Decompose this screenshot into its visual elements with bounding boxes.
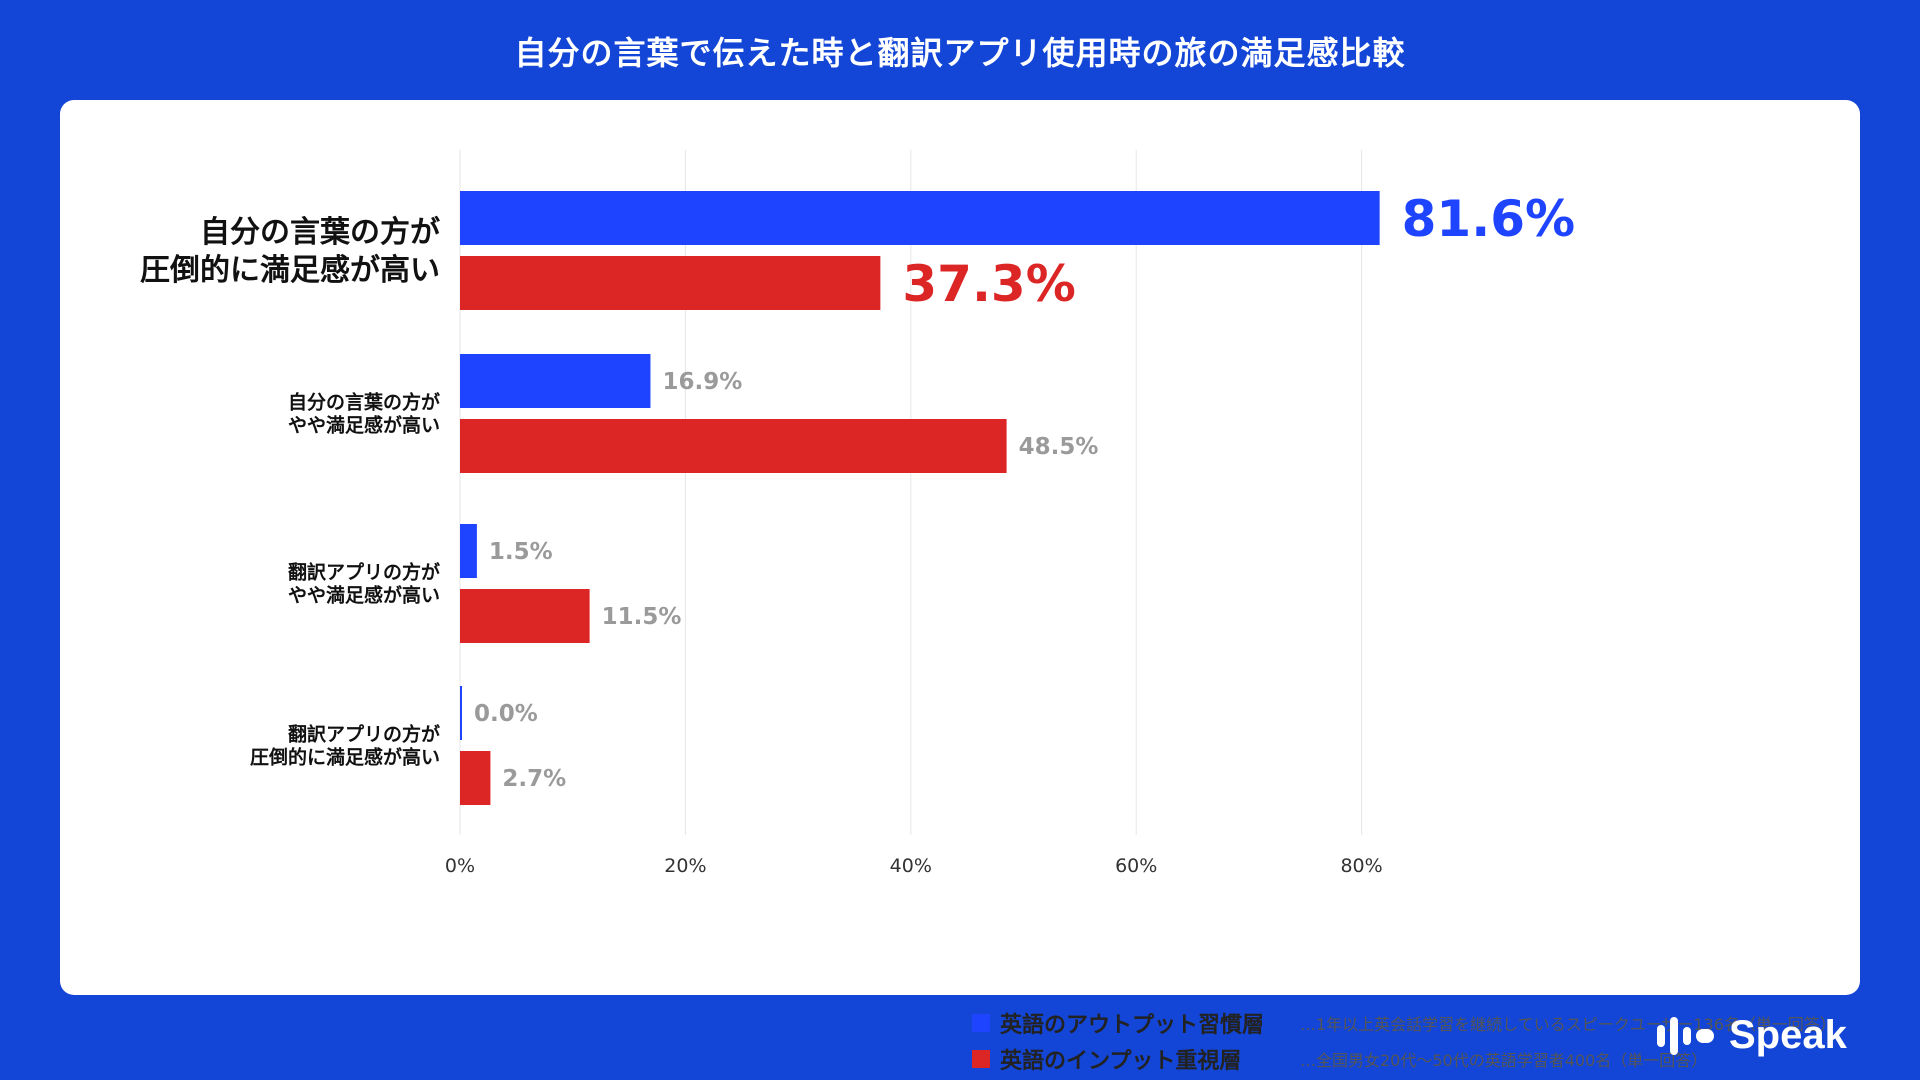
speak-logo: Speak bbox=[1655, 1010, 1847, 1060]
legend-note-input: …全国男女20代〜50代の英語学習者400名（単一回答） bbox=[1300, 1051, 1708, 1070]
bar bbox=[460, 589, 590, 643]
x-tick-label: 80% bbox=[1340, 855, 1382, 877]
category-label: 自分の言葉の方が圧倒的に満足感が高い bbox=[140, 215, 440, 288]
chart-card: 0% 20% 40% 60% 80% 81.6% 37.3% 自分の言葉の方が圧倒的に満足感が… bbox=[60, 100, 1860, 1074]
chart-title: 自分の言葉で伝えた時と翻訳アプリ使用時の旅の満足感比較 bbox=[514, 34, 1406, 72]
bar bbox=[460, 256, 881, 310]
data-label: 81.6% bbox=[1402, 190, 1575, 248]
data-label: 1.5% bbox=[489, 539, 553, 565]
legend-swatch-output bbox=[972, 1014, 990, 1032]
data-label: 2.7% bbox=[502, 766, 566, 792]
data-label: 11.5% bbox=[602, 604, 682, 630]
category-label-line: 翻訳アプリの方が bbox=[288, 561, 440, 584]
x-tick-label: 20% bbox=[664, 855, 706, 877]
x-tick-label: 40% bbox=[890, 855, 932, 877]
category-label: 翻訳アプリの方が圧倒的に満足感が高い bbox=[250, 723, 440, 769]
data-label: 48.5% bbox=[1019, 434, 1099, 460]
category-label: 翻訳アプリの方がやや満足感が高い bbox=[288, 561, 440, 607]
category-label-line: 圧倒的に満足感が高い bbox=[250, 746, 440, 769]
legend-swatch-input bbox=[972, 1050, 990, 1068]
category-label-line: 自分の言葉の方が bbox=[288, 391, 440, 414]
bar bbox=[460, 686, 462, 740]
x-tick-label: 0% bbox=[445, 855, 475, 877]
bar bbox=[460, 191, 1380, 245]
x-tick-label: 60% bbox=[1115, 855, 1157, 877]
bar bbox=[460, 524, 477, 578]
bar bbox=[460, 419, 1007, 473]
legend-label-input: 英語のインプット重視層 bbox=[1000, 1049, 1242, 1074]
legend-label-output: 英語のアウトプット習慣層 bbox=[1000, 1013, 1265, 1038]
category-label-line: 翻訳アプリの方が bbox=[288, 723, 440, 746]
data-label: 0.0% bbox=[474, 701, 538, 727]
category-label-line: やや満足感が高い bbox=[288, 584, 440, 607]
category-label-line: 圧倒的に満足感が高い bbox=[140, 253, 440, 288]
bar-chart: 0% 20% 40% 60% 80%81.6%37.3%自分の言葉の方が圧倒的に満足感が… bbox=[140, 150, 1575, 877]
legend-item-input: 英語のインプット重視層 …全国男女20代〜50代の英語学習者400名（単一回答） bbox=[972, 1041, 1836, 1077]
category-label-line: 自分の言葉の方が bbox=[200, 215, 440, 250]
data-label: 16.9% bbox=[662, 369, 742, 395]
speak-sound-bars-icon bbox=[1657, 1017, 1714, 1055]
data-label: 37.3% bbox=[902, 255, 1075, 313]
bar bbox=[460, 751, 491, 805]
speak-logo-text: Speak bbox=[1729, 1012, 1847, 1057]
category-label: 自分の言葉の方がやや満足感が高い bbox=[288, 391, 440, 437]
category-label-line: やや満足感が高い bbox=[288, 414, 440, 437]
bar bbox=[460, 354, 651, 408]
